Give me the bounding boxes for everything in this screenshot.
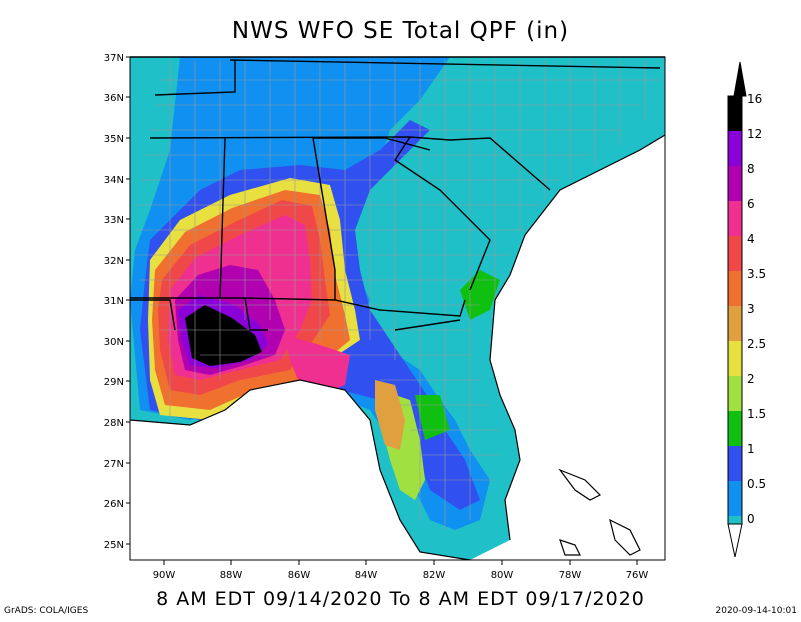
lon-label: 84W bbox=[355, 570, 378, 581]
lat-label: 33N bbox=[104, 215, 124, 226]
map-frame bbox=[129, 56, 666, 561]
colorbar-swatch bbox=[728, 236, 742, 271]
lat-label: 34N bbox=[104, 175, 124, 186]
lat-label: 30N bbox=[104, 337, 124, 348]
lat-label: 29N bbox=[104, 377, 124, 388]
colorbar-label: 3 bbox=[747, 302, 755, 316]
lat-label: 32N bbox=[104, 256, 124, 267]
colorbar-swatch bbox=[728, 166, 742, 201]
colorbar bbox=[727, 61, 747, 558]
colorbar-swatch bbox=[728, 271, 742, 306]
colorbar-label: 3.5 bbox=[747, 267, 766, 281]
longitude-ticks bbox=[163, 560, 638, 565]
colorbar-label: 6 bbox=[747, 197, 755, 211]
colorbar-label: 16 bbox=[747, 92, 762, 106]
latitude-labels: 37N 36N 35N 34N 33N 32N 31N 30N 29N 28N … bbox=[104, 53, 124, 551]
map-title: NWS WFO SE Total QPF (in) bbox=[231, 18, 570, 44]
colorbar-swatch bbox=[728, 201, 742, 236]
lat-label: 28N bbox=[104, 418, 124, 429]
colorbar-swatch bbox=[728, 96, 742, 131]
lon-label: 78W bbox=[559, 570, 582, 581]
no-data-gulf bbox=[130, 380, 420, 560]
colorbar-swatch bbox=[728, 411, 742, 446]
lon-label: 82W bbox=[423, 570, 446, 581]
colorbar-label: 2 bbox=[747, 372, 755, 386]
colorbar-swatch bbox=[728, 131, 742, 166]
colorbar-label: 12 bbox=[747, 127, 762, 141]
colorbar-labels: 16 12 8 6 4 3.5 3 2.5 2 1.5 1 0.5 0 bbox=[747, 92, 766, 526]
lat-label: 36N bbox=[104, 93, 124, 104]
precip-field bbox=[130, 57, 665, 560]
colorbar-top-arrow bbox=[733, 61, 747, 97]
colorbar-swatch bbox=[728, 376, 742, 411]
lat-label: 37N bbox=[104, 53, 124, 64]
colorbar-label: 0.5 bbox=[747, 477, 766, 491]
lon-label: 86W bbox=[288, 570, 311, 581]
generated-timestamp: 2020-09-14-10:01 bbox=[715, 606, 798, 616]
coastline bbox=[129, 134, 666, 561]
colorbar-swatch bbox=[728, 481, 742, 516]
lat-label: 27N bbox=[104, 459, 124, 470]
no-data-ocean bbox=[490, 57, 665, 560]
colorbar-label: 4 bbox=[747, 232, 755, 246]
lat-label: 26N bbox=[104, 499, 124, 510]
latitude-ticks bbox=[126, 56, 130, 545]
colorbar-label: 1 bbox=[747, 442, 755, 456]
colorbar-bottom-arrow bbox=[727, 523, 743, 558]
qpf-zone-15-2b bbox=[415, 395, 450, 440]
lat-label: 25N bbox=[104, 540, 124, 551]
qpf-zone-3-35 bbox=[375, 380, 405, 450]
qpf-zone-16 bbox=[185, 305, 262, 366]
county-borders bbox=[135, 60, 660, 530]
lat-label: 35N bbox=[104, 134, 124, 145]
lon-label: 76W bbox=[626, 570, 649, 581]
colorbar-label: 1.5 bbox=[747, 407, 766, 421]
colorbar-swatch bbox=[728, 341, 742, 376]
lat-label: 31N bbox=[104, 296, 124, 307]
colorbar-label: 2.5 bbox=[747, 337, 766, 351]
lon-label: 80W bbox=[491, 570, 514, 581]
valid-period: 8 AM EDT 09/14/2020 To 8 AM EDT 09/17/20… bbox=[156, 588, 645, 610]
colorbar-label: 0 bbox=[747, 512, 755, 526]
longitude-labels: 90W 88W 86W 84W 82W 80W 78W 76W bbox=[153, 570, 649, 581]
colorbar-swatch bbox=[728, 306, 742, 341]
software-credit: GrADS: COLA/IGES bbox=[4, 606, 89, 616]
colorbar-label: 8 bbox=[747, 162, 755, 176]
colorbar-swatch bbox=[728, 446, 742, 481]
lon-label: 90W bbox=[153, 570, 176, 581]
lon-label: 88W bbox=[220, 570, 243, 581]
colorbar-swatch bbox=[728, 516, 742, 524]
